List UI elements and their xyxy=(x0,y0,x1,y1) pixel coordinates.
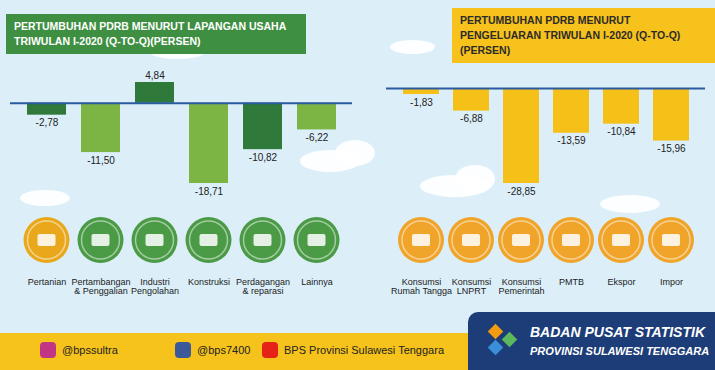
html-text:BPS Provinsi Sulawesi Tenggara: BPS Provinsi Sulawesi Tenggara xyxy=(284,344,444,356)
svg-text:Perdagangan& reparasi: Perdagangan& reparasi xyxy=(236,277,290,297)
html-text:@bps7400: @bps7400 xyxy=(197,344,251,356)
svg-text:-28,85: -28,85 xyxy=(507,186,536,197)
svg-text:-15,96: -15,96 xyxy=(657,143,686,154)
html-text:PROVINSI SULAWESI TENGGARA: PROVINSI SULAWESI TENGGARA xyxy=(530,345,710,357)
svg-text:Lainnya: Lainnya xyxy=(301,277,333,287)
svg-text:-2,78: -2,78 xyxy=(36,117,59,128)
svg-text:KonsumsiLNPRT: KonsumsiLNPRT xyxy=(452,277,492,297)
svg-text:-18,71: -18,71 xyxy=(195,186,224,197)
svg-text:4,84: 4,84 xyxy=(145,70,165,81)
html-text:@bpssultra: @bpssultra xyxy=(62,344,118,356)
svg-text:-10,84: -10,84 xyxy=(607,126,636,137)
html-text:BADAN PUSAT STATISTIK: BADAN PUSAT STATISTIK xyxy=(530,324,705,340)
svg-text:Pertambangan& Penggalian: Pertambangan& Penggalian xyxy=(71,277,130,297)
svg-text:Ekspor: Ekspor xyxy=(607,277,635,287)
svg-text:PMTB: PMTB xyxy=(559,277,584,287)
svg-text:IndustriPengolahan: IndustriPengolahan xyxy=(131,277,179,297)
svg-text:-1,83: -1,83 xyxy=(410,97,433,108)
svg-text:KonsumsiPemerintah: KonsumsiPemerintah xyxy=(498,277,544,297)
svg-text:Konstruksi: Konstruksi xyxy=(188,277,230,287)
svg-text:-10,82: -10,82 xyxy=(249,152,278,163)
svg-text:-11,50: -11,50 xyxy=(87,155,115,166)
svg-text:-6,22: -6,22 xyxy=(306,132,329,143)
svg-text:-13,59: -13,59 xyxy=(557,135,586,146)
svg-text:Impor: Impor xyxy=(660,277,683,287)
html-text:PERTUMBUHAN PDRB MENURUT LAPAN: PERTUMBUHAN PDRB MENURUT LAPANGAN USAHA … xyxy=(14,20,287,47)
svg-text:KonsumsiRumah Tangga: KonsumsiRumah Tangga xyxy=(391,277,452,297)
svg-text:Pertanian: Pertanian xyxy=(28,277,67,287)
svg-text:-6,88: -6,88 xyxy=(460,113,483,124)
html-text:PERTUMBUHAN PDRB MENURUT PENGE: PERTUMBUHAN PDRB MENURUT PENGELUARAN TRI… xyxy=(460,14,681,56)
